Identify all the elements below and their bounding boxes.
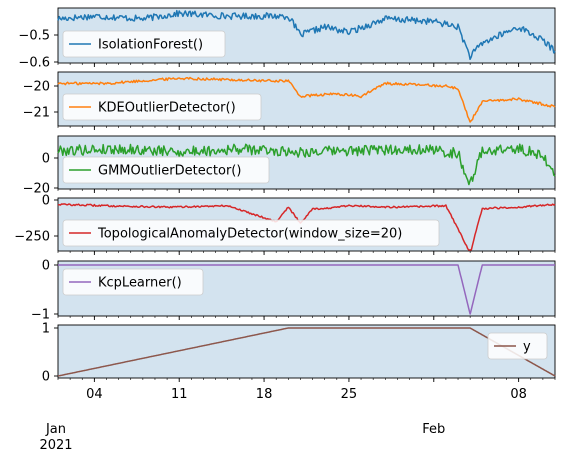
x-tick-label: 25 (341, 387, 358, 402)
y-tick-label: −20 (23, 80, 50, 95)
legend-label: KDEOutlierDetector() (98, 101, 236, 116)
panel-6: 1 0 y (42, 322, 556, 385)
legend-label: IsolationForest() (98, 38, 203, 53)
legend: y (487, 332, 548, 360)
panel-1: −0.5 −0.6 IsolationForest() (18, 7, 556, 71)
x-tick-label: Feb (422, 422, 445, 437)
legend: TopologicalAnomalyDetector(window_size=2… (62, 219, 440, 247)
x-tick-label: 04 (86, 387, 103, 402)
legend-box (62, 30, 226, 58)
year-label: 2021 (39, 438, 72, 453)
panel-3: 0 −20 GMMOutlierDetector() (23, 135, 556, 197)
legend-label: TopologicalAnomalyDetector(window_size=2… (97, 227, 402, 242)
x-tick-label: 08 (510, 387, 527, 402)
legend-box (62, 156, 270, 184)
legend-box (62, 219, 440, 247)
series-line-3 (57, 143, 556, 186)
y-tick-label: 0 (42, 194, 50, 209)
series-line-4 (57, 203, 556, 251)
series-line-2 (57, 76, 556, 123)
y-tick-label: −21 (23, 106, 50, 121)
y-tick-label: −1 (31, 308, 50, 323)
legend: GMMOutlierDetector() (62, 156, 270, 184)
legend-label: y (523, 340, 531, 355)
series-line-6 (57, 327, 556, 377)
y-tick-label: −0.5 (18, 29, 50, 44)
panel-4: 0 −250 TopologicalAnomalyDetector(window_s… (14, 194, 556, 255)
y-tick-label: 0 (42, 259, 50, 274)
series-line-1 (57, 9, 556, 61)
legend: IsolationForest() (62, 30, 226, 58)
y-tick-label: 1 (42, 322, 50, 337)
month-label: Jan (45, 422, 66, 437)
y-tick-label: −250 (14, 230, 50, 245)
panel-2: −20 −21 KDEOutlierDetector() (23, 71, 556, 130)
x-tick-label: 18 (256, 387, 273, 402)
x-tick-label: 11 (171, 387, 188, 402)
y-tick-label: 0 (42, 152, 50, 167)
legend-label: GMMOutlierDetector() (98, 164, 241, 179)
plot-area (57, 324, 556, 379)
legend: KcpLearner() (62, 268, 204, 296)
legend: KDEOutlierDetector() (62, 93, 262, 121)
legend-label: KcpLearner() (98, 276, 182, 291)
legend-box (62, 268, 204, 296)
y-tick-label: −0.6 (18, 56, 50, 71)
y-tick-label: 0 (42, 370, 50, 385)
legend-box (487, 332, 548, 360)
panels: −0.5 −0.6 IsolationForest() −20 −21 KDEOutlie… (14, 7, 556, 385)
y-tick-label: −20 (23, 182, 50, 197)
legend-box (62, 93, 262, 121)
series-line-5 (57, 264, 556, 315)
panel-5: 0 −1 KcpLearner() (31, 259, 556, 323)
